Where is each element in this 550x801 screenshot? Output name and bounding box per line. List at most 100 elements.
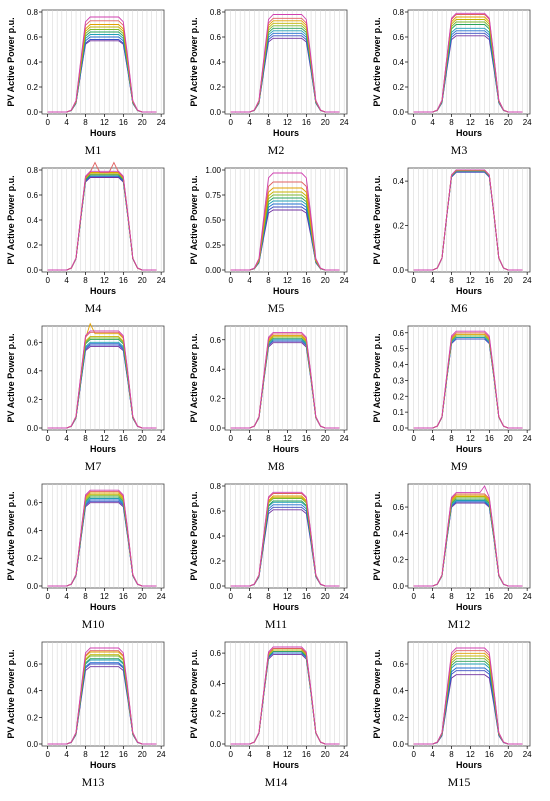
panel-m9: 0.0 0.1 0.2 0.3 0.4 0.5 0.6 0 4 8 12 16 20 24 Hours PV … xyxy=(372,325,532,473)
y-tick-label: 0.4 xyxy=(393,687,405,696)
y-tick-label: 0.0 xyxy=(27,266,39,275)
x-tick-label: 0 xyxy=(411,592,416,601)
x-axis-label: Hours xyxy=(273,760,299,770)
x-tick-label: 24 xyxy=(523,592,532,601)
x-tick-label: 12 xyxy=(466,276,475,285)
x-tick-label: 16 xyxy=(485,750,494,759)
panel-caption: M2 xyxy=(268,143,285,157)
panel-m1: 0.0 0.2 0.4 0.6 0.8 0 4 8 12 16 20 24 Hours PV Active… xyxy=(6,8,166,157)
x-tick-label: 4 xyxy=(430,592,435,601)
x-tick-label: 12 xyxy=(100,434,109,443)
x-axis-label: Hours xyxy=(273,602,299,612)
series-line xyxy=(47,489,157,587)
x-tick-label: 0 xyxy=(411,750,416,759)
y-tick-label: 0.6 xyxy=(27,33,39,42)
x-tick-label: 8 xyxy=(83,592,88,601)
x-tick-label: 20 xyxy=(321,276,330,285)
y-tick-label: 0.4 xyxy=(27,58,39,67)
panel-caption: M13 xyxy=(82,775,105,789)
x-tick-label: 0 xyxy=(411,118,416,127)
y-axis-label: PV Active Power p.u. xyxy=(6,333,16,422)
x-tick-label: 16 xyxy=(119,276,128,285)
y-tick-label: 0.6 xyxy=(210,507,222,516)
y-tick-label: 0.6 xyxy=(393,660,405,669)
x-tick-label: 24 xyxy=(340,276,349,285)
plot-frame xyxy=(407,325,531,431)
x-tick-label: 16 xyxy=(302,750,311,759)
x-tick-label: 8 xyxy=(449,276,454,285)
y-tick-label: 0.0 xyxy=(393,108,405,117)
panel-m3: 0.0 0.2 0.4 0.6 0.8 0 4 8 12 16 20 24 Hours PV Active… xyxy=(372,8,532,157)
y-tick-label: 0.00 xyxy=(205,266,221,275)
x-tick-label: 16 xyxy=(485,276,494,285)
plot-frame xyxy=(41,325,165,431)
x-tick-label: 4 xyxy=(247,276,252,285)
y-tick-label: 0.25 xyxy=(205,241,221,250)
y-axis-label: PV Active Power p.u. xyxy=(372,17,382,106)
panel-caption: M7 xyxy=(85,459,102,473)
x-tick-label: 0 xyxy=(45,750,50,759)
x-tick-label: 8 xyxy=(266,118,271,127)
x-tick-label: 12 xyxy=(466,434,475,443)
y-tick-label: 0.6 xyxy=(210,33,222,42)
y-tick-label: 0.3 xyxy=(393,376,405,385)
x-tick-label: 20 xyxy=(138,750,147,759)
x-tick-label: 20 xyxy=(321,592,330,601)
x-tick-label: 16 xyxy=(119,434,128,443)
x-tick-label: 16 xyxy=(485,434,494,443)
y-tick-label: 0.4 xyxy=(393,177,405,186)
y-tick-label: 0.2 xyxy=(393,392,405,401)
x-axis-label: Hours xyxy=(456,602,482,612)
y-tick-label: 0.6 xyxy=(27,338,39,347)
x-tick-label: 20 xyxy=(504,434,513,443)
x-tick-label: 12 xyxy=(100,750,109,759)
y-tick-label: 0.8 xyxy=(210,482,222,491)
x-tick-label: 24 xyxy=(157,118,166,127)
series-line xyxy=(47,647,157,745)
y-tick-label: 0.2 xyxy=(210,710,222,719)
y-axis-label: PV Active Power p.u. xyxy=(6,17,16,106)
y-axis-label: PV Active Power p.u. xyxy=(372,175,382,264)
x-axis-label: Hours xyxy=(90,444,116,454)
x-tick-label: 0 xyxy=(45,276,50,285)
x-tick-label: 12 xyxy=(100,118,109,127)
x-tick-label: 12 xyxy=(283,118,292,127)
x-tick-label: 12 xyxy=(283,434,292,443)
x-tick-label: 20 xyxy=(138,592,147,601)
x-tick-label: 16 xyxy=(119,592,128,601)
x-tick-label: 16 xyxy=(485,592,494,601)
y-tick-label: 0.2 xyxy=(27,241,39,250)
panel-caption: M4 xyxy=(85,301,102,315)
panel-caption: M1 xyxy=(85,143,102,157)
panel-m7: 0.0 0.2 0.4 0.6 0 4 8 12 16 20 24 Hours PV Active Po… xyxy=(6,322,166,473)
x-tick-label: 20 xyxy=(504,592,513,601)
y-tick-label: 0.4 xyxy=(393,58,405,67)
x-tick-label: 24 xyxy=(523,118,532,127)
x-tick-label: 8 xyxy=(449,434,454,443)
series-line xyxy=(413,169,523,271)
y-axis-label: PV Active Power p.u. xyxy=(372,491,382,580)
x-tick-label: 0 xyxy=(45,592,50,601)
x-tick-label: 24 xyxy=(523,276,532,285)
panel-caption: M6 xyxy=(451,301,468,315)
x-tick-label: 20 xyxy=(504,750,513,759)
x-tick-label: 24 xyxy=(340,750,349,759)
series-line xyxy=(230,331,340,429)
x-tick-label: 12 xyxy=(100,276,109,285)
plot-frame xyxy=(224,9,348,115)
x-tick-label: 16 xyxy=(119,118,128,127)
x-tick-label: 0 xyxy=(411,276,416,285)
y-axis-label: PV Active Power p.u. xyxy=(189,17,199,106)
x-tick-label: 24 xyxy=(157,434,166,443)
panel-m14: 0.0 0.2 0.4 0.6 0 4 8 12 16 20 24 Hours PV Active Po… xyxy=(189,641,349,789)
panel-m12: 0.0 0.2 0.4 0.6 0 4 8 12 16 20 24 Hours PV Active Po… xyxy=(372,483,532,631)
y-tick-label: 0.0 xyxy=(210,424,222,433)
x-tick-label: 4 xyxy=(247,434,252,443)
y-tick-label: 0.0 xyxy=(210,108,222,117)
panel-m2: 0.0 0.2 0.4 0.6 0.8 0 4 8 12 16 20 24 Hours PV Active… xyxy=(189,8,349,157)
x-tick-label: 24 xyxy=(523,434,532,443)
y-tick-label: 0.2 xyxy=(393,83,405,92)
series-line xyxy=(230,646,340,745)
panel-m5: 0.00 0.25 0.50 0.75 1.00 0 4 8 12 16 20 24 Hours PV A… xyxy=(189,166,349,315)
y-tick-label: 0.8 xyxy=(393,8,405,17)
